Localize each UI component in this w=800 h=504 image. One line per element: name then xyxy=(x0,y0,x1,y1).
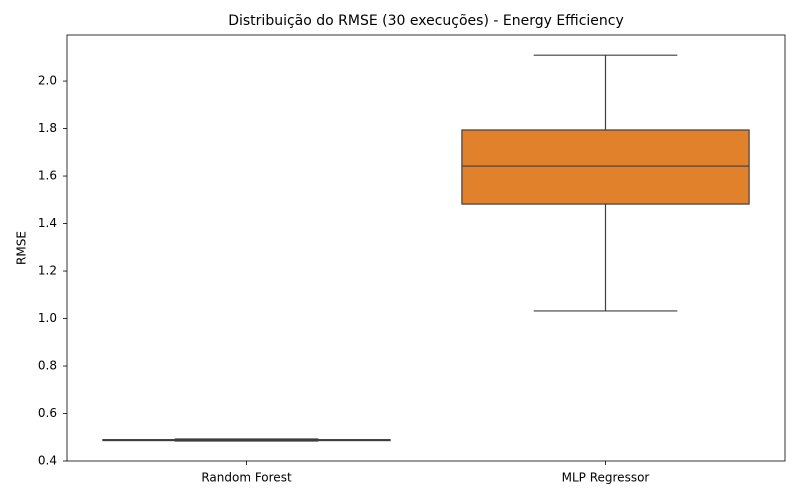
y-tick-label: 1.8 xyxy=(38,121,57,135)
x-tick-label: MLP Regressor xyxy=(562,471,650,485)
plot-frame xyxy=(66,34,786,462)
y-tick-label: 1.4 xyxy=(38,216,57,230)
chart-title: Distribuição do RMSE (30 execuções) - En… xyxy=(228,13,624,29)
y-tick-label: 1.6 xyxy=(38,169,57,183)
y-tick-label: 0.8 xyxy=(38,359,57,373)
y-tick-label: 1.0 xyxy=(38,311,57,325)
y-tick-label: 0.6 xyxy=(38,406,57,420)
y-tick-label: 1.2 xyxy=(38,264,57,278)
x-tick-label: Random Forest xyxy=(201,471,292,485)
y-axis-label: RMSE xyxy=(15,231,29,265)
y-tick-label: 0.4 xyxy=(38,454,57,468)
y-tick-label: 2.0 xyxy=(38,74,57,88)
box xyxy=(461,129,750,205)
